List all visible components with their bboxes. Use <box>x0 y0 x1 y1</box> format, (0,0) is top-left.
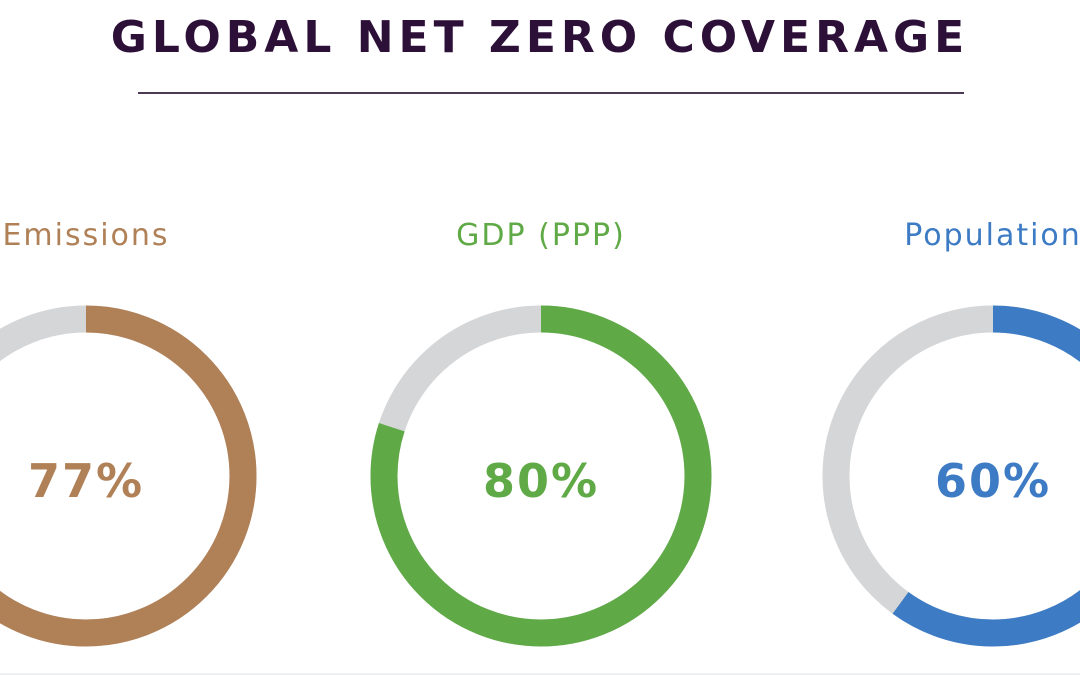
donut-arc-gdp-ppp <box>370 305 712 647</box>
donut-label-gdp-ppp: GDP (PPP) <box>456 218 626 253</box>
donut-arc-population <box>822 305 1080 647</box>
donut-label-population: Population <box>904 218 1080 253</box>
donut-value-gdp-ppp: 80% <box>483 454 599 508</box>
title-divider <box>138 92 964 94</box>
bottom-divider <box>0 673 1080 675</box>
donut-value-emissions: 77% <box>28 454 144 508</box>
donut-arc-emissions <box>0 305 257 647</box>
donut-value-population: 60% <box>935 454 1051 508</box>
donut-label-emissions: Emissions <box>2 218 169 253</box>
chart-title: GLOBAL NET ZERO COVERAGE <box>110 12 970 63</box>
